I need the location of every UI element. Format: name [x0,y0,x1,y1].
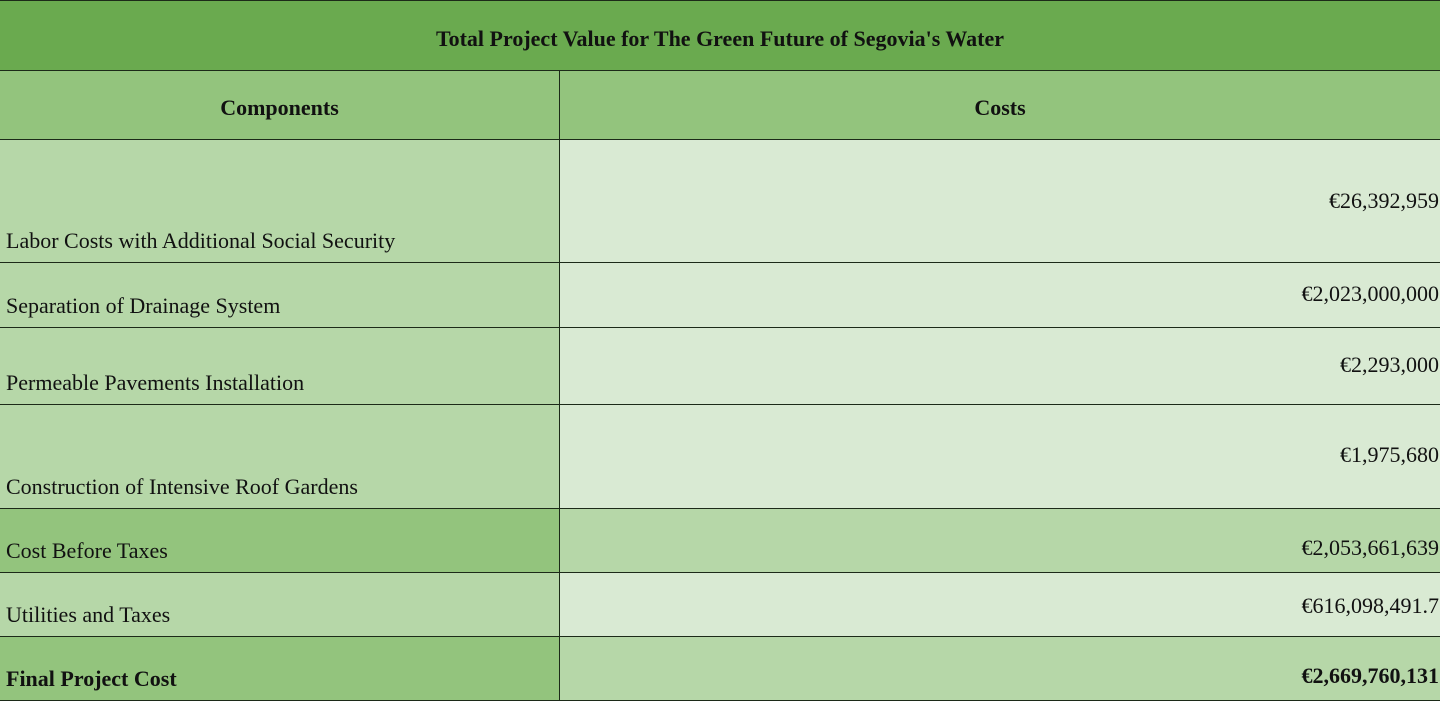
header-row: Components Costs [0,71,1440,140]
table-title: Total Project Value for The Green Future… [0,1,1440,71]
cost-value: €2,053,661,639 [560,509,1440,573]
component-label: Separation of Drainage System [0,263,560,328]
cost-value: €1,975,680 [560,405,1440,509]
component-label: Permeable Pavements Installation [0,328,560,405]
cost-value: €2,023,000,000 [560,263,1440,328]
cost-value: €2,293,000 [560,328,1440,405]
table-row: Construction of Intensive Roof Gardens €… [0,405,1440,509]
header-components: Components [0,71,560,140]
component-label: Labor Costs with Additional Social Secur… [0,140,560,263]
table-row: Utilities and Taxes €616,098,491.7 [0,573,1440,637]
component-label: Construction of Intensive Roof Gardens [0,405,560,509]
table-row: Labor Costs with Additional Social Secur… [0,140,1440,263]
component-label: Cost Before Taxes [0,509,560,573]
component-label: Utilities and Taxes [0,573,560,637]
header-costs: Costs [560,71,1440,140]
table-row: Permeable Pavements Installation €2,293,… [0,328,1440,405]
cost-value: €616,098,491.7 [560,573,1440,637]
title-row: Total Project Value for The Green Future… [0,1,1440,71]
table-row-subtotal: Cost Before Taxes €2,053,661,639 [0,509,1440,573]
cost-value: €26,392,959 [560,140,1440,263]
table-row: Separation of Drainage System €2,023,000… [0,263,1440,328]
